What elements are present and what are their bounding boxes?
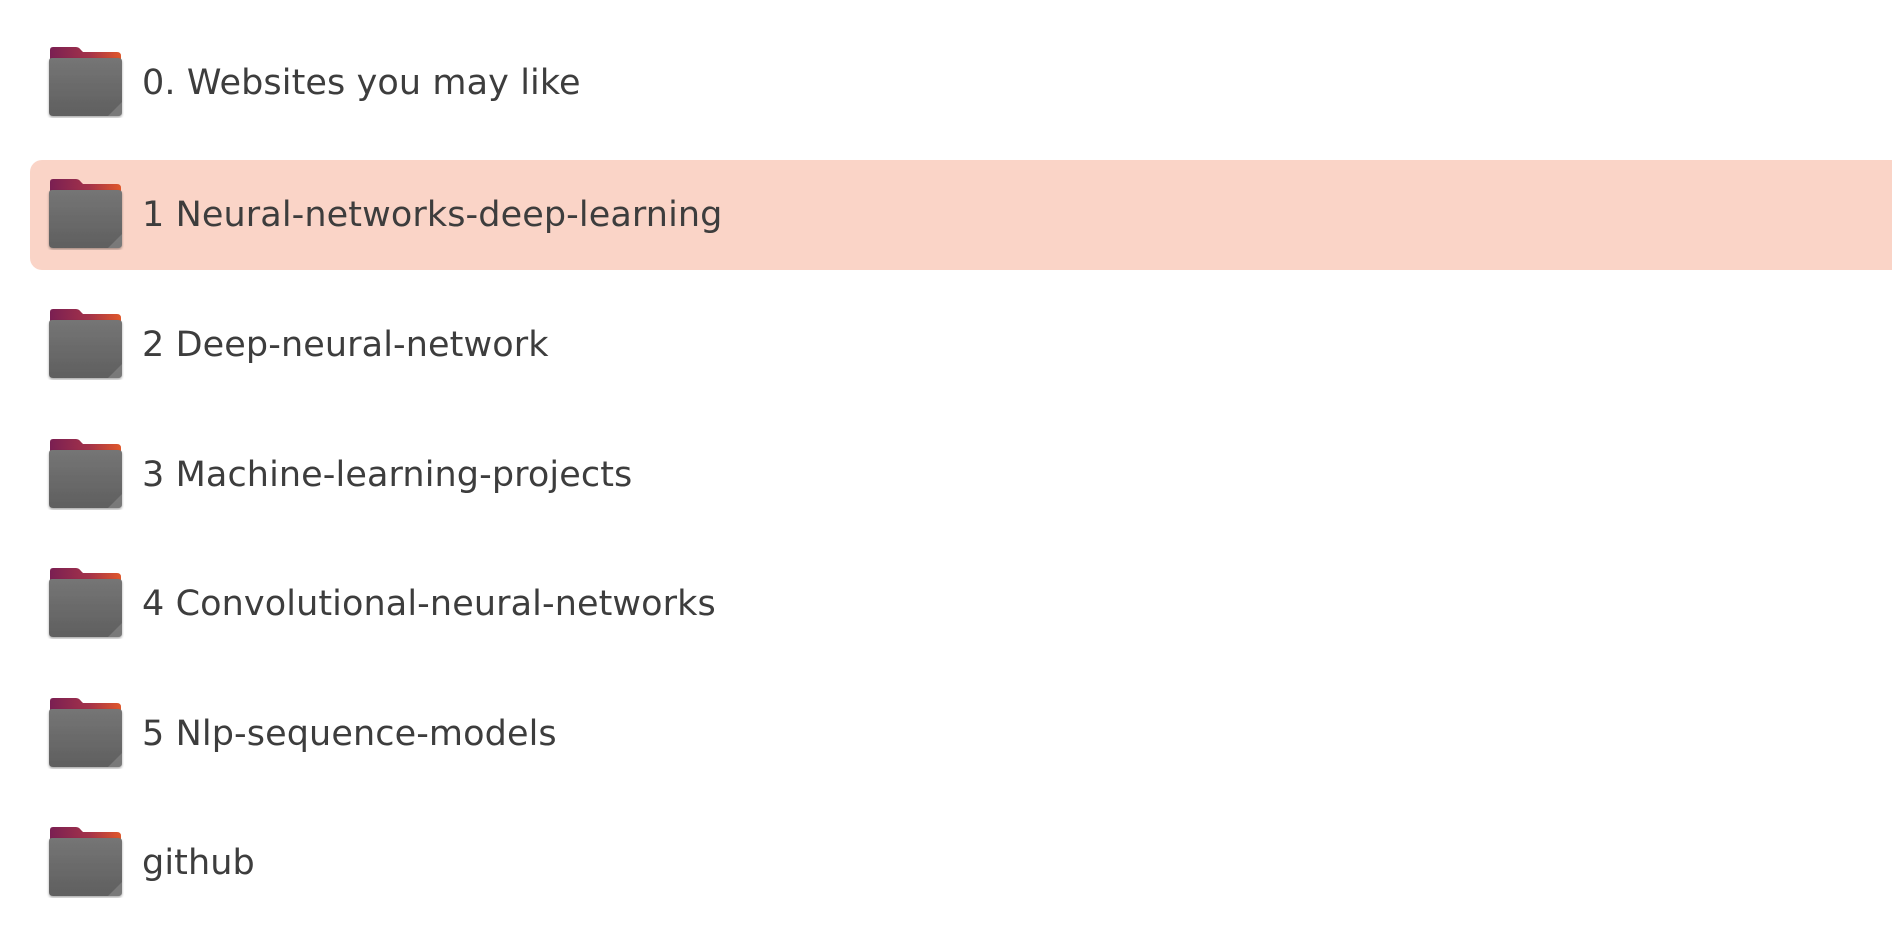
folder-item-machine-learning-projects[interactable]: 3 Machine-learning-projects [30, 420, 1892, 530]
folder-item-websites[interactable]: 0. Websites you may like [30, 28, 1892, 138]
folder-icon [46, 567, 124, 639]
folder-item-label: 5 Nlp-sequence-models [142, 714, 557, 754]
folder-icon [46, 826, 124, 898]
folder-item-deep-neural-network[interactable]: 2 Deep-neural-network [30, 290, 1892, 400]
folder-item-github[interactable]: github [30, 808, 1892, 918]
folder-item-label: 4 Convolutional-neural-networks [142, 584, 716, 624]
folder-item-label: 3 Machine-learning-projects [142, 455, 633, 495]
folder-icon [46, 46, 124, 118]
folder-icon [46, 308, 124, 380]
folder-icon [46, 697, 124, 769]
folder-item-neural-networks[interactable]: 1 Neural-networks-deep-learning [30, 160, 1892, 270]
folder-icon [46, 178, 124, 250]
folder-item-nlp-sequence-models[interactable]: 5 Nlp-sequence-models [30, 679, 1892, 789]
folder-item-convolutional-neural-networks[interactable]: 4 Convolutional-neural-networks [30, 549, 1892, 659]
folder-item-label: 2 Deep-neural-network [142, 325, 549, 365]
folder-item-label: 1 Neural-networks-deep-learning [142, 195, 723, 235]
folder-item-label: github [142, 843, 255, 883]
folder-icon [46, 438, 124, 510]
folder-item-label: 0. Websites you may like [142, 63, 581, 103]
